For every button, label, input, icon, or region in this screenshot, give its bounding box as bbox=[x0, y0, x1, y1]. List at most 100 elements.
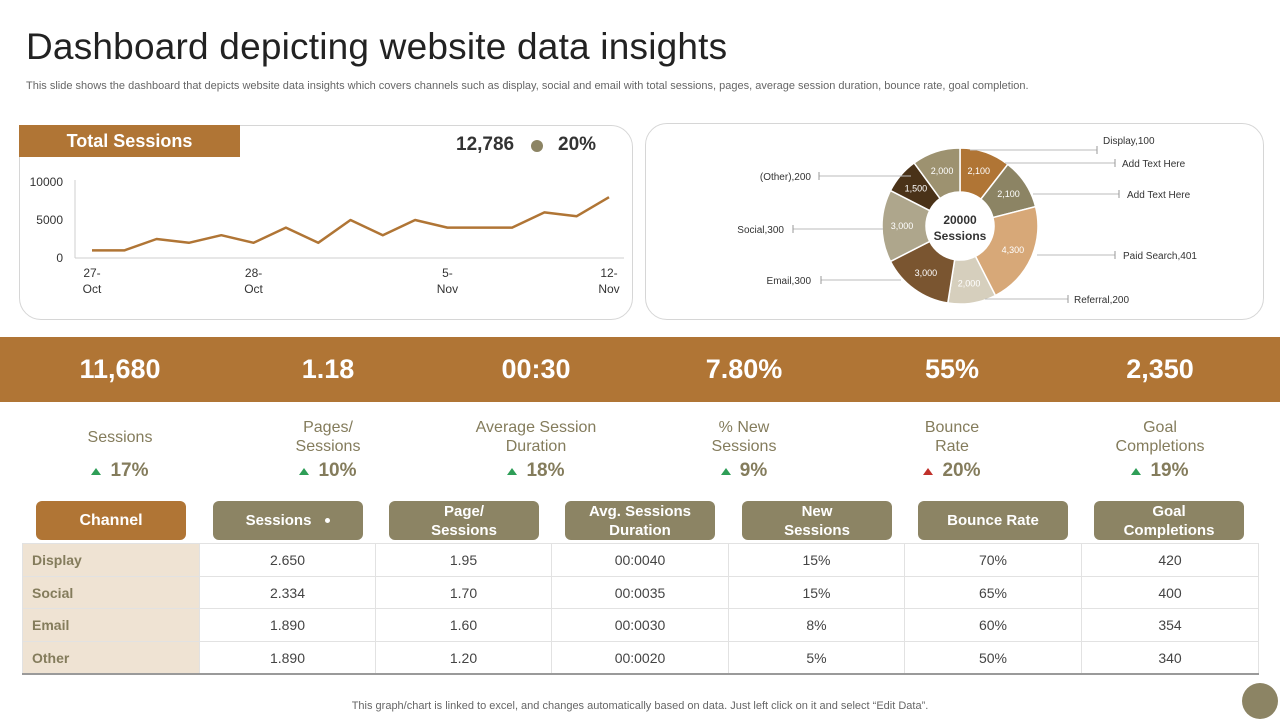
footer-note: This graph/chart is linked to excel, and… bbox=[351, 700, 929, 712]
table-cell: 420 bbox=[1081, 543, 1259, 577]
triangle-up-icon bbox=[299, 467, 310, 475]
table-row: Email 1.890 1.60 00:0030 8% 60% 354 bbox=[22, 608, 1259, 643]
table-row: Other 1.890 1.20 00:0020 5% 50% 340 bbox=[22, 641, 1259, 676]
y-tick-label: 5000 bbox=[36, 213, 63, 227]
sessions-series-line bbox=[92, 196, 610, 252]
bullet-dot-icon bbox=[325, 518, 331, 523]
total-sessions-value: 12,786 bbox=[456, 134, 515, 155]
channel-name-cell: Email bbox=[22, 608, 200, 643]
kpi-value: 7.80% bbox=[705, 354, 783, 384]
table-cell: 400 bbox=[1081, 575, 1259, 610]
table-cell: 50% bbox=[904, 641, 1082, 676]
table-cell: 00:0035 bbox=[551, 575, 729, 610]
table-cell: 1.20 bbox=[375, 641, 552, 676]
kpi-label-text: Average Session Duration bbox=[475, 419, 597, 455]
table-header-sessions: Sessions bbox=[213, 501, 363, 540]
x-tick-label: Oct bbox=[83, 282, 102, 296]
sessions-donut-chart: 2,1002,1004,3002,0003,0003,0001,5002,000… bbox=[737, 136, 1197, 306]
slice-value-label: 2,100 bbox=[997, 189, 1020, 199]
total-sessions-change: 20% bbox=[558, 134, 597, 155]
slice-value-label: 1,500 bbox=[905, 183, 928, 193]
total-sessions-header: Total Sessions bbox=[19, 125, 240, 157]
table-cell: 1.60 bbox=[375, 608, 552, 643]
channel-name-cell: Social bbox=[22, 575, 200, 610]
table-header-channel: Channel bbox=[36, 501, 186, 540]
table-cell: 1.890 bbox=[199, 608, 376, 643]
kpi-label: Average Session Duration bbox=[436, 416, 636, 458]
triangle-up-icon bbox=[507, 467, 518, 475]
table-header-label: Bounce Rate bbox=[947, 512, 1039, 529]
table-header-avg-sessions-duration: Avg. Sessions Duration bbox=[565, 501, 715, 540]
table-cell: 65% bbox=[904, 575, 1082, 610]
donut-slice bbox=[974, 205, 1039, 297]
bullet-dot-icon bbox=[531, 140, 543, 152]
channel-name-cell: Other bbox=[22, 641, 200, 676]
kpi-label-text: Goal Completions bbox=[1115, 419, 1205, 455]
kpi-label-text: Bounce Rate bbox=[924, 419, 980, 455]
kpi-value: 2,350 bbox=[1126, 354, 1194, 384]
table-row: Social 2.334 1.70 00:0035 15% 65% 400 bbox=[22, 575, 1259, 610]
kpi-change: 10% bbox=[228, 460, 428, 482]
x-tick-label: Nov bbox=[598, 282, 619, 296]
kpi-change-value: 19% bbox=[1150, 460, 1189, 481]
x-tick-label: Oct bbox=[244, 282, 263, 296]
table-cell: 354 bbox=[1081, 608, 1259, 643]
channel-name-cell: Display bbox=[22, 543, 200, 577]
kpi-label: Bounce Rate bbox=[852, 416, 1052, 458]
table-header-bounce-rate: Bounce Rate bbox=[918, 501, 1068, 540]
x-tick-label: 5- bbox=[442, 266, 453, 280]
triangle-up-icon bbox=[1131, 467, 1142, 475]
kpi-label: Goal Completions bbox=[1060, 416, 1260, 458]
page-title: Dashboard depicting website data insight… bbox=[26, 26, 728, 67]
donut-center-label: Sessions bbox=[934, 229, 987, 243]
table-cell: 00:0040 bbox=[551, 543, 729, 577]
triangle-down-icon bbox=[923, 467, 934, 475]
table-cell: 00:0030 bbox=[551, 608, 729, 643]
triangle-up-icon bbox=[91, 467, 102, 475]
donut-hole bbox=[927, 193, 993, 259]
table-cell: 15% bbox=[728, 543, 905, 577]
kpi-change: 20% bbox=[852, 460, 1052, 482]
callout-label: Email,300 bbox=[767, 276, 812, 287]
kpi-value: 55% bbox=[924, 354, 980, 384]
x-tick-label: Nov bbox=[437, 282, 458, 296]
table-cell: 2.650 bbox=[199, 543, 376, 577]
kpi-change-value: 9% bbox=[739, 460, 768, 481]
kpi-label: % New Sessions bbox=[644, 416, 844, 458]
y-tick-label: 10000 bbox=[30, 175, 64, 189]
kpi-label-text: Sessions bbox=[87, 428, 153, 446]
callout-label: (Other),200 bbox=[760, 172, 812, 183]
slice-value-label: 3,000 bbox=[915, 268, 938, 278]
kpi-change: 18% bbox=[436, 460, 636, 482]
table-cell: 70% bbox=[904, 543, 1082, 577]
y-tick-label: 0 bbox=[56, 251, 63, 265]
total-sessions-line-chart: 0 5000 10000 27- Oct 28- Oct 5- Nov 12- Nov bbox=[30, 175, 624, 296]
table-header-page-sessions: Page/ Sessions bbox=[389, 501, 539, 540]
donut-slice bbox=[913, 147, 961, 200]
kpi-change: 17% bbox=[20, 460, 220, 482]
total-sessions-panel bbox=[19, 125, 633, 320]
table-header-label: New Sessions bbox=[784, 502, 850, 539]
callout-label: Social,300 bbox=[737, 225, 784, 236]
x-tick-label: 28- bbox=[245, 266, 262, 280]
kpi-change-value: 10% bbox=[318, 460, 357, 481]
donut-center-label: 20000 bbox=[943, 213, 977, 227]
table-cell: 1.95 bbox=[375, 543, 552, 577]
table-header-label: Sessions bbox=[245, 512, 312, 529]
table-cell: 15% bbox=[728, 575, 905, 610]
table-header-label: Page/ Sessions bbox=[431, 502, 497, 539]
table-cell: 340 bbox=[1081, 641, 1259, 676]
table-cell: 1.70 bbox=[375, 575, 552, 610]
x-tick-label: 12- bbox=[600, 266, 617, 280]
kpi-label-text: Pages/ Sessions bbox=[295, 419, 361, 455]
channel-table: Display 2.650 1.95 00:0040 15% 70% 420 Social 2.… bbox=[22, 543, 1259, 676]
table-cell: 8% bbox=[728, 608, 905, 643]
callout-label: Add Text Here bbox=[1122, 159, 1186, 170]
table-header-label: Goal Completions bbox=[1123, 502, 1215, 539]
table-cell: 00:0020 bbox=[551, 641, 729, 676]
kpi-change: 9% bbox=[644, 460, 844, 482]
callout-label: Paid Search,401 bbox=[1123, 251, 1197, 262]
slice-value-label: 2,100 bbox=[968, 166, 991, 176]
kpi-label-text: % New Sessions bbox=[711, 419, 777, 455]
kpi-label: Sessions bbox=[20, 416, 220, 458]
